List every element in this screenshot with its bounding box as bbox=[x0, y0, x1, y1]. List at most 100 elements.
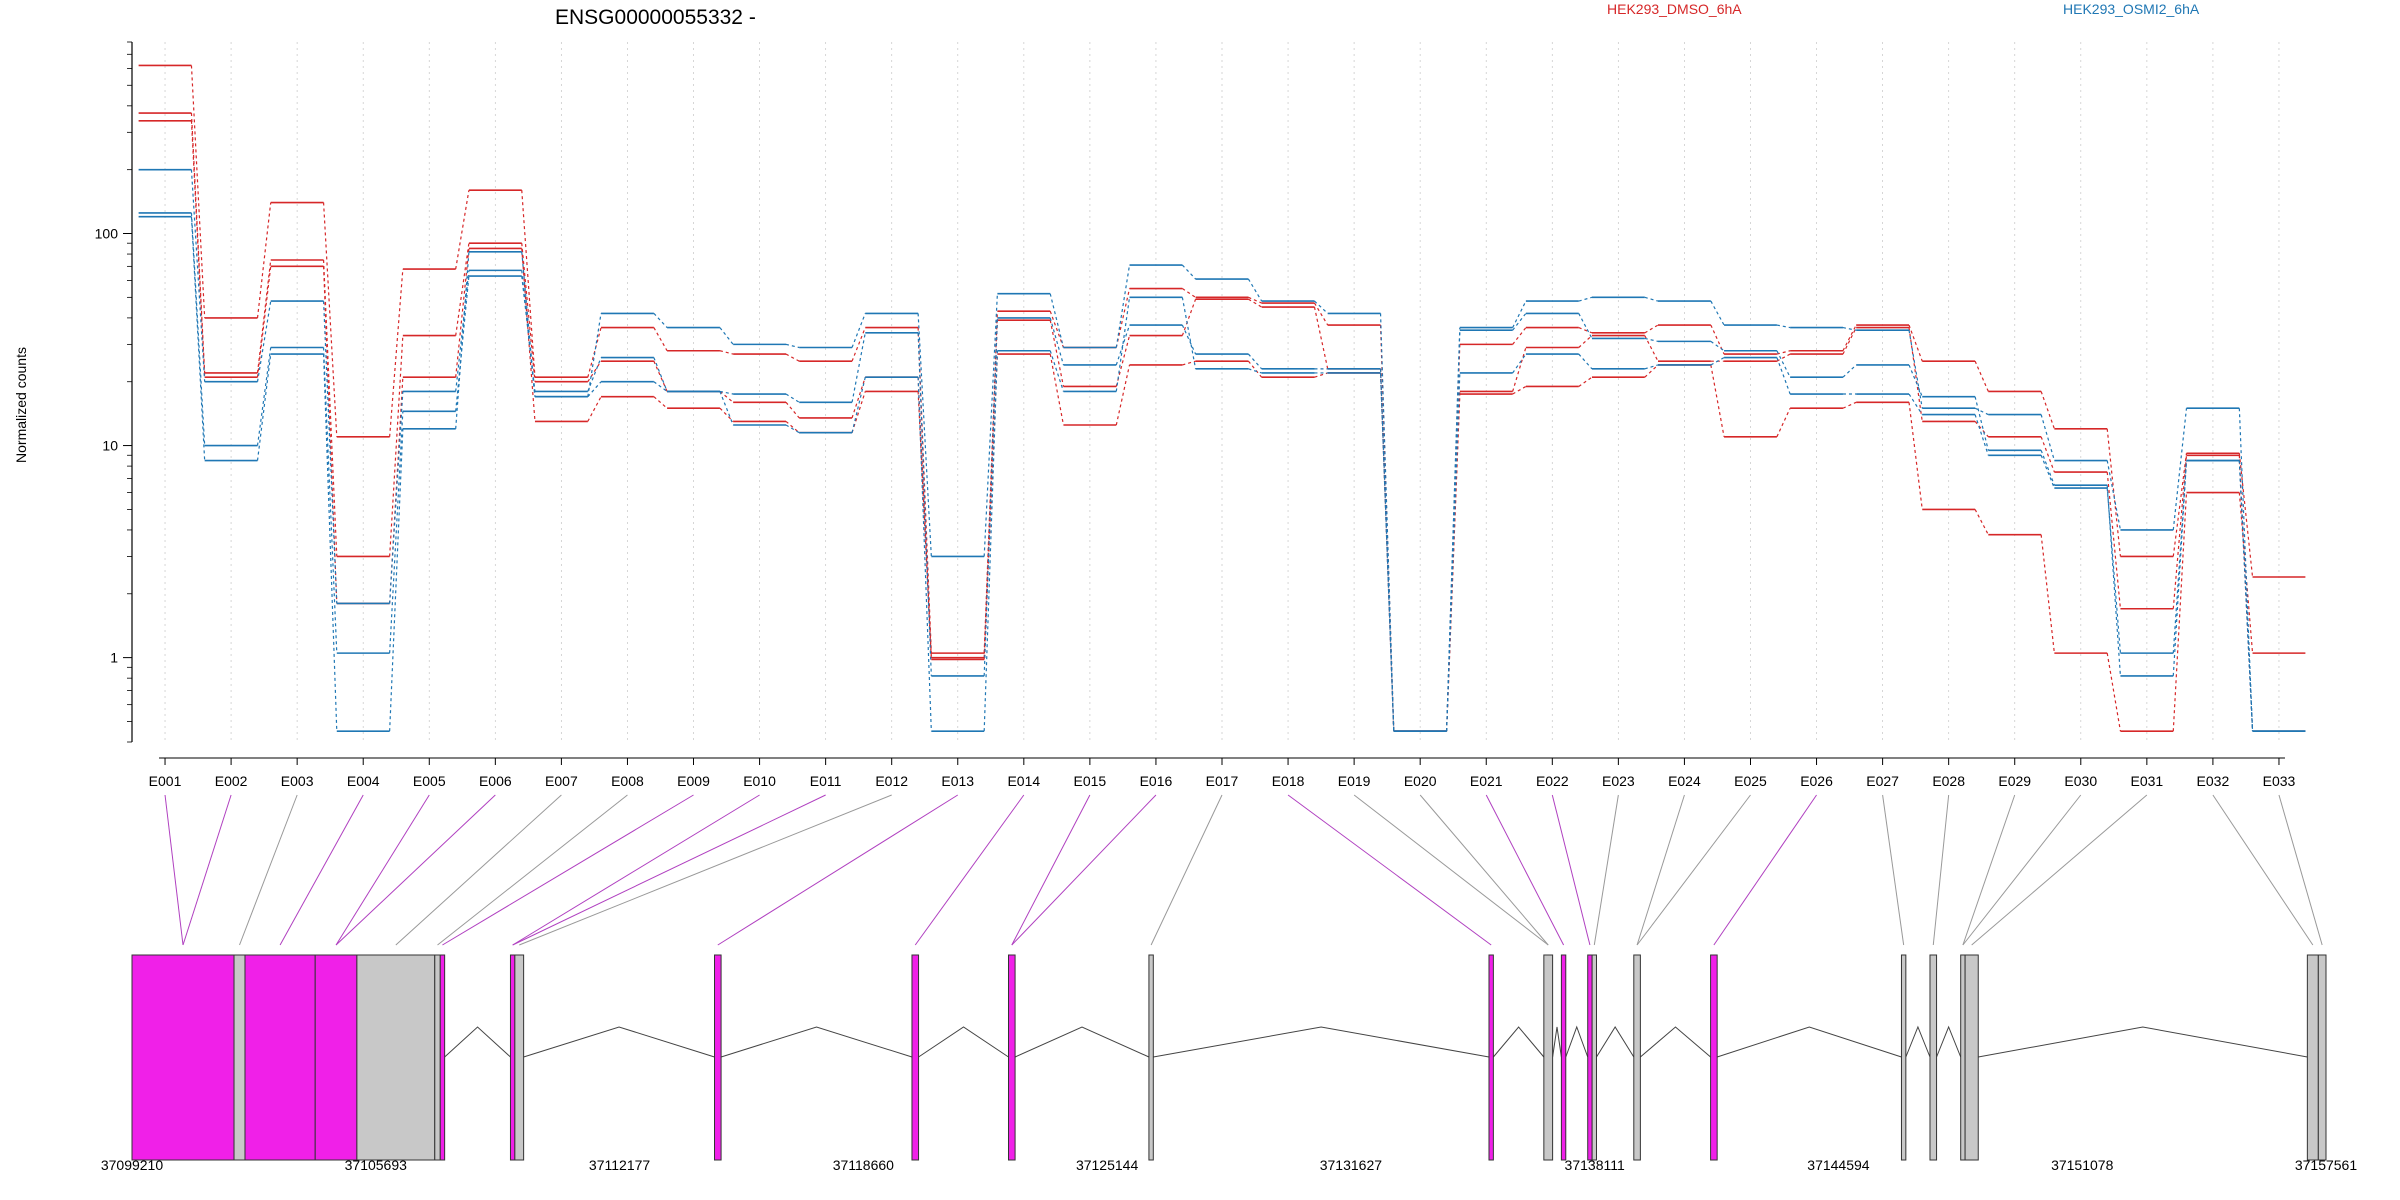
data-connector bbox=[2106, 488, 2122, 654]
axes: E001 E002 E003 E004 E005 E006 E007 E008 E009 E010… bbox=[95, 41, 2296, 789]
data-connector bbox=[1644, 335, 1659, 362]
data-connector bbox=[1512, 313, 1527, 331]
data-connector bbox=[1578, 376, 1593, 387]
coordinate-label: 37125144 bbox=[1076, 1157, 1139, 1173]
data-connector bbox=[1115, 264, 1131, 348]
x-tick-label: E019 bbox=[1338, 773, 1371, 789]
data-connector bbox=[1313, 306, 1329, 369]
series-4-HEK293_OSMI2_6hA bbox=[138, 212, 2306, 732]
exon-connector-E002 bbox=[182, 794, 232, 946]
data-connector bbox=[190, 212, 206, 446]
data-connector bbox=[1776, 324, 1791, 329]
intron-line bbox=[1905, 1025, 1931, 1058]
x-tick-label: E013 bbox=[941, 773, 974, 789]
data-connector bbox=[785, 353, 800, 362]
data-connector bbox=[1182, 360, 1196, 366]
data-connector bbox=[719, 327, 734, 345]
x-tick-label: E004 bbox=[347, 773, 380, 789]
data-connector bbox=[719, 390, 734, 403]
gene-model-track bbox=[131, 954, 2327, 1161]
data-connector bbox=[653, 327, 668, 352]
data-connector bbox=[322, 347, 338, 654]
exon-connector-E012 bbox=[519, 794, 892, 946]
x-tick-label: E018 bbox=[1272, 773, 1305, 789]
data-connector bbox=[521, 190, 536, 378]
data-connector bbox=[587, 357, 602, 392]
intron-line bbox=[1640, 1026, 1711, 1058]
exon-connector-E010 bbox=[512, 794, 760, 946]
exon-connector-E028 bbox=[1932, 794, 1950, 946]
exon-box-E025 bbox=[2306, 954, 2319, 1161]
data-connector bbox=[719, 390, 734, 395]
data-connector bbox=[1578, 353, 1593, 370]
exon-connector-E031 bbox=[1971, 794, 2148, 946]
data-connector bbox=[1908, 393, 1923, 415]
data-connector bbox=[1578, 313, 1593, 339]
exon-box-E007 bbox=[439, 954, 446, 1161]
y-tick-label: 100 bbox=[95, 226, 119, 242]
x-tick-label: E023 bbox=[1602, 773, 1635, 789]
data-connector bbox=[1974, 407, 1989, 416]
data-connector bbox=[587, 360, 602, 383]
x-tick-label: E003 bbox=[281, 773, 314, 789]
data-connector bbox=[1578, 335, 1593, 348]
data-connector bbox=[1776, 353, 1791, 362]
data-connector bbox=[2040, 455, 2055, 489]
data-connector bbox=[2172, 408, 2188, 531]
exon-box-E013 bbox=[1148, 954, 1154, 1161]
data-connector bbox=[322, 354, 338, 732]
data-connector bbox=[1908, 324, 1923, 362]
exon-connector-E033 bbox=[2278, 794, 2323, 946]
exon-connector-E019 bbox=[1353, 794, 1549, 946]
exon-connector-E022 bbox=[1551, 794, 1591, 946]
exon-box-E024 bbox=[1964, 954, 1979, 1161]
x-tick-label: E021 bbox=[1470, 773, 1503, 789]
data-connector bbox=[1974, 414, 1989, 456]
data-connector bbox=[1710, 300, 1725, 326]
data-connector bbox=[2172, 453, 2188, 557]
data-connector bbox=[1644, 324, 1659, 334]
intron-line bbox=[1936, 1025, 1962, 1058]
data-connector bbox=[1908, 402, 1923, 510]
exon-connector-E023 bbox=[1593, 794, 1619, 946]
exon-box-E005 bbox=[356, 954, 436, 1161]
data-series bbox=[138, 64, 2306, 732]
exon-connector-E006 bbox=[335, 794, 496, 946]
data-connector bbox=[851, 327, 866, 362]
exon-box-E022 bbox=[1929, 954, 1938, 1161]
chart-title: ENSG00000055332 - bbox=[555, 6, 756, 29]
coordinate-label: 37144594 bbox=[1807, 1157, 1870, 1173]
data-connector bbox=[1776, 350, 1791, 355]
data-connector bbox=[1248, 368, 1262, 374]
x-tick-label: E020 bbox=[1404, 773, 1437, 789]
data-connector bbox=[455, 248, 470, 378]
intron-line bbox=[444, 1026, 511, 1058]
data-connector bbox=[1049, 353, 1065, 426]
data-connector bbox=[785, 401, 800, 419]
data-connector bbox=[322, 266, 338, 604]
data-connector bbox=[1842, 327, 1857, 331]
intron-line bbox=[1492, 1026, 1545, 1058]
x-tick-label: E006 bbox=[479, 773, 512, 789]
data-connector bbox=[389, 268, 404, 437]
data-connector bbox=[1644, 337, 1659, 342]
series-0-HEK293_DMSO_6hA bbox=[138, 64, 2306, 732]
data-connector bbox=[1578, 296, 1593, 302]
data-connector bbox=[587, 396, 602, 422]
data-connector bbox=[521, 243, 536, 382]
exon-connector-E016 bbox=[1011, 794, 1157, 946]
data-connector bbox=[1776, 407, 1791, 438]
data-connector bbox=[1248, 298, 1262, 308]
data-connector bbox=[653, 396, 668, 409]
data-connector bbox=[1512, 385, 1527, 395]
data-connector bbox=[389, 335, 404, 557]
data-connector bbox=[190, 112, 206, 373]
data-connector bbox=[1776, 350, 1791, 378]
data-connector bbox=[785, 343, 800, 349]
data-connector bbox=[521, 251, 536, 397]
data-connector bbox=[1578, 327, 1593, 334]
x-tick-label: E026 bbox=[1800, 773, 1833, 789]
data-connector bbox=[1181, 298, 1197, 336]
data-connector bbox=[521, 248, 536, 422]
